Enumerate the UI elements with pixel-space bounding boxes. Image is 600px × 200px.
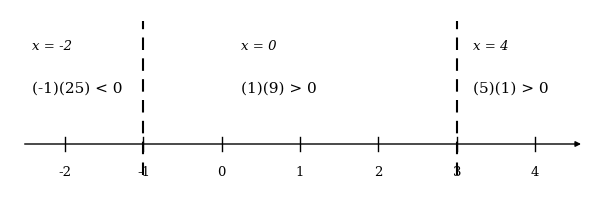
- Text: (1)(9) > 0: (1)(9) > 0: [241, 82, 317, 96]
- Text: (-1)(25) < 0: (-1)(25) < 0: [32, 82, 122, 96]
- Text: 4: 4: [531, 166, 539, 179]
- Text: 2: 2: [374, 166, 383, 179]
- Text: (5)(1) > 0: (5)(1) > 0: [473, 82, 548, 96]
- Text: 3: 3: [452, 166, 461, 179]
- Text: x = 4: x = 4: [473, 40, 508, 53]
- Text: x = 0: x = 0: [241, 40, 277, 53]
- Text: 0: 0: [218, 166, 226, 179]
- Text: 1: 1: [296, 166, 304, 179]
- Text: -2: -2: [59, 166, 71, 179]
- Text: -1: -1: [137, 166, 150, 179]
- Text: x = -2: x = -2: [32, 40, 72, 53]
